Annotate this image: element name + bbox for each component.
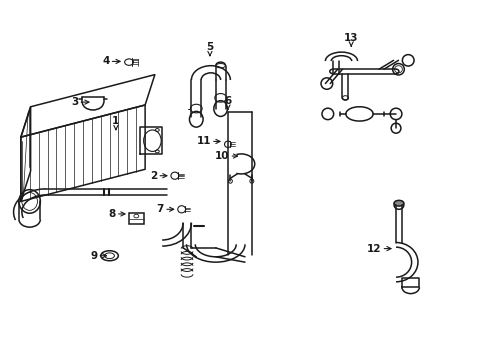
Text: 4: 4 bbox=[102, 57, 120, 66]
Text: 12: 12 bbox=[367, 244, 391, 253]
Text: 9: 9 bbox=[90, 251, 106, 261]
Text: 7: 7 bbox=[157, 204, 174, 214]
Text: 8: 8 bbox=[109, 209, 125, 219]
Text: 3: 3 bbox=[71, 97, 89, 107]
Text: 10: 10 bbox=[215, 151, 238, 161]
Text: 11: 11 bbox=[196, 136, 220, 147]
Text: 2: 2 bbox=[150, 171, 167, 181]
Text: 5: 5 bbox=[206, 42, 214, 55]
Text: 1: 1 bbox=[112, 116, 120, 130]
Ellipse shape bbox=[394, 201, 404, 206]
Text: 13: 13 bbox=[344, 33, 359, 46]
Text: 6: 6 bbox=[224, 96, 232, 109]
